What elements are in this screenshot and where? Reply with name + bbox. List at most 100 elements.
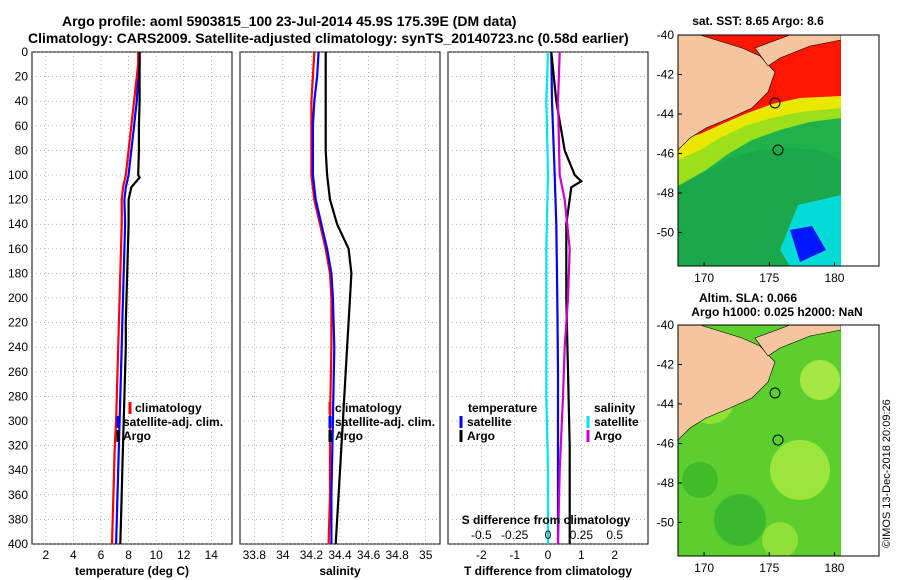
- x-tick-label: 8: [125, 548, 132, 562]
- map-ytick-label: -44: [657, 397, 675, 411]
- figure-title-line1: Argo profile: aoml 5903815_100 23-Jul-20…: [62, 13, 516, 29]
- map-ytick-label: -46: [657, 436, 675, 450]
- x-tick-label: 34.4: [328, 548, 352, 562]
- argo-marker-4: [772, 434, 784, 446]
- x-tick-label: 2: [611, 548, 618, 562]
- depth-tick-label: 360: [8, 488, 28, 502]
- depth-tick-label: 100: [8, 168, 28, 182]
- s-difference-tick-labels: -0.5 -0.25 0 0.25 0.5: [471, 528, 623, 542]
- map-ytick-label: -48: [657, 476, 675, 490]
- sla-map: [678, 325, 841, 556]
- map-ytick-label: -40: [657, 28, 675, 42]
- depth-tick-label: 380: [8, 512, 28, 526]
- x-tick-label: -2: [476, 548, 487, 562]
- depth-tick-label: 300: [8, 414, 28, 428]
- legend-label-satellite: satellite-adj. clim.: [335, 415, 435, 429]
- map-xtick-label: 175: [759, 561, 779, 575]
- legend-label-t-satellite: satellite: [467, 415, 512, 429]
- map-xtick-label: 170: [694, 271, 714, 285]
- series-line-climatology: [110, 52, 140, 545]
- x-tick-label: 0: [545, 548, 552, 562]
- difference-axis-label: T difference from climatology: [464, 564, 632, 578]
- depth-tick-label: 20: [15, 70, 29, 84]
- map-ytick-label: -44: [657, 107, 675, 121]
- depth-tick-label: 180: [8, 266, 28, 280]
- depth-tick-label: 220: [8, 316, 28, 330]
- argo-marker-1: [769, 97, 781, 109]
- x-tick-label: 33.8: [243, 548, 267, 562]
- figure-title-line2: Climatology: CARS2009. Satellite-adjuste…: [28, 30, 629, 46]
- sst-map-title: sat. SST: 8.65 Argo: 8.6: [692, 14, 824, 28]
- legend-label-s-satellite: satellite: [594, 415, 639, 429]
- series-line-climatology: [310, 51, 333, 545]
- x-tick-label: 34: [276, 548, 290, 562]
- temperature-tick-labels: 2 4 6 8 10 12 14: [42, 548, 218, 562]
- map-xtick-label: 180: [824, 271, 844, 285]
- x-tick-label: 1: [578, 548, 585, 562]
- series-line-temperature-satellite: [550, 51, 560, 544]
- depth-tick-label: 340: [8, 463, 28, 477]
- sst-map-frame: [677, 34, 880, 267]
- s-difference-tick: 0.25: [570, 528, 594, 542]
- salinity-series: [310, 51, 353, 545]
- x-tick-label: 34.8: [385, 548, 409, 562]
- depth-tick-label: 240: [8, 340, 28, 354]
- depth-tick-label: 160: [8, 242, 28, 256]
- depth-tick-label: 120: [8, 193, 28, 207]
- map-xtick-label: 175: [759, 271, 779, 285]
- x-tick-label: -1: [509, 548, 520, 562]
- s-difference-axis-label: S difference from climatology: [462, 513, 631, 527]
- difference-series: [545, 51, 584, 545]
- depth-tick-label: 280: [8, 389, 28, 403]
- legend-title-temperature: temperature: [468, 401, 538, 415]
- legend-label-t-argo: Argo: [467, 429, 495, 443]
- map-ytick-label: -40: [657, 318, 675, 332]
- map-ytick-label: -42: [657, 357, 675, 371]
- map-xtick-label: 170: [694, 561, 714, 575]
- x-tick-label: 6: [98, 548, 105, 562]
- legend-label-climatology: climatology: [135, 401, 202, 415]
- map-ytick-label: -50: [657, 225, 675, 239]
- salinity-tick-labels: 33.8 34 34.2 34.4 34.6 34.8 35: [243, 548, 433, 562]
- sla-map-frame: [677, 324, 880, 557]
- legend-label-s-argo: Argo: [594, 429, 622, 443]
- salinity-axis-label: salinity: [319, 564, 361, 578]
- map-ytick-label: -48: [657, 186, 675, 200]
- depth-tick-label: 320: [8, 439, 28, 453]
- x-tick-label: 2: [42, 548, 49, 562]
- map-xtick-label: 180: [824, 561, 844, 575]
- depth-tick-label: 0: [21, 45, 28, 59]
- s-difference-tick: 0.5: [606, 528, 623, 542]
- depth-tick-label: 60: [15, 119, 29, 133]
- legend-label-satellite: satellite-adj. clim.: [123, 415, 223, 429]
- map-ytick-label: -42: [657, 67, 675, 81]
- series-line-argo: [324, 52, 353, 545]
- x-tick-label: 34.6: [357, 548, 381, 562]
- depth-tick-label: 40: [15, 94, 29, 108]
- difference-tick-labels: -2 -1 0 1 2: [476, 548, 618, 562]
- temperature-legend: climatology satellite-adj. clim. Argo: [116, 401, 223, 443]
- temperature-axis-label: temperature (deg C): [75, 564, 189, 578]
- x-tick-label: 12: [177, 548, 191, 562]
- series-line-temperature-argo: [550, 51, 584, 544]
- x-tick-label: 10: [149, 548, 163, 562]
- legend-title-salinity: salinity: [594, 401, 636, 415]
- imos-watermark: ©IMOS 13-Dec-2018 20:09:26: [881, 399, 893, 548]
- depth-tick-label: 400: [8, 537, 28, 551]
- s-difference-tick: -0.25: [501, 528, 529, 542]
- argo-marker-3: [769, 387, 781, 399]
- depth-tick-label: 80: [15, 143, 29, 157]
- depth-tick-label: 140: [8, 217, 28, 231]
- salinity-legend: climatology satellite-adj. clim. Argo: [328, 401, 435, 443]
- s-difference-tick: 0: [545, 528, 552, 542]
- argo-marker-2: [772, 144, 784, 156]
- legend-label-argo: Argo: [123, 429, 151, 443]
- sla-map-ticks: -40 -42 -44 -46 -48 -50 170 175 180: [657, 318, 845, 575]
- sla-map-title-line2: Argo h1000: 0.025 h2000: NaN: [691, 305, 862, 319]
- map-ytick-label: -46: [657, 146, 675, 160]
- legend-label-argo: Argo: [335, 429, 363, 443]
- x-tick-label: 4: [70, 548, 77, 562]
- difference-legend: temperature satellite Argo salinity sate…: [459, 401, 639, 443]
- x-tick-label: 34.2: [300, 548, 324, 562]
- x-tick-label: 35: [419, 548, 433, 562]
